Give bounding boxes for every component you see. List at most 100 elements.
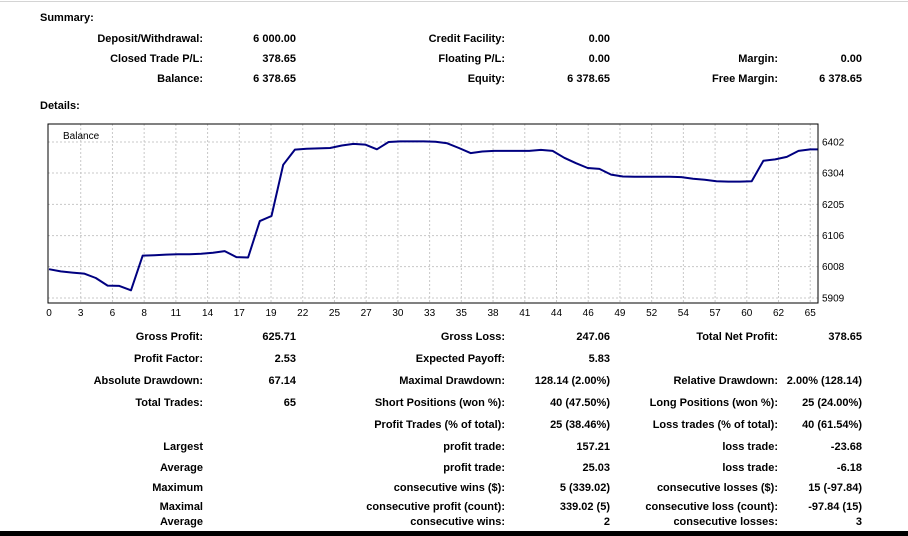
y-axis-label: 6304: [822, 169, 845, 180]
row-value: 6 378.65: [567, 73, 610, 85]
row-label: loss trade:: [722, 462, 778, 474]
x-axis-label: 0: [46, 308, 52, 319]
row-label: Profit Factor:: [133, 353, 203, 365]
row-label: Profit Trades (% of total):: [374, 419, 505, 431]
x-axis-label: 35: [456, 308, 468, 319]
x-axis-label: 54: [678, 308, 690, 319]
row-label: Floating P/L:: [438, 53, 505, 65]
row-label: consecutive wins ($):: [393, 482, 505, 494]
y-axis-label: 6205: [822, 200, 845, 211]
row-label: Loss trades (% of total):: [652, 419, 778, 431]
details-section-heading: Details:: [40, 100, 80, 112]
x-axis-label: 49: [614, 308, 626, 319]
row-label: consecutive profit (count):: [366, 501, 505, 513]
row-value: 25 (38.46%): [550, 419, 610, 431]
x-axis-label: 30: [392, 308, 404, 319]
row-label: profit trade:: [443, 441, 505, 453]
row-value: [203, 440, 296, 455]
y-axis-label: 6008: [822, 262, 845, 273]
row-value: 0.00: [840, 53, 862, 65]
bottom-border: [0, 531, 908, 536]
x-axis-label: 52: [646, 308, 658, 319]
details-row: Average consecutive wins: 2 consecutive los…: [0, 515, 862, 530]
row-label: profit trade:: [443, 462, 505, 474]
details-row: Average profit trade: 25.03 loss trade: -6.1…: [0, 461, 862, 476]
row-label: consecutive loss (count):: [645, 501, 778, 513]
details-row: Total Trades: 65 Short Positions (won %): 4…: [0, 396, 862, 411]
row-value: 5.83: [588, 353, 610, 365]
summary-row: Deposit/Withdrawal: 6 000.00 Credit Facili…: [0, 32, 862, 47]
row-label: Closed Trade P/L:: [110, 53, 203, 65]
balance-chart: 6402 6304 6205 6106 6008 5909 0 3 6 8 11 14 17 19 22 25…: [46, 123, 845, 319]
row-label: Margin:: [738, 53, 778, 65]
row-value: 2.00% (128.14): [786, 375, 862, 387]
row-value: 15 (-97.84): [808, 482, 862, 494]
row-value: [203, 461, 296, 476]
x-axis-label: 65: [805, 308, 817, 319]
x-axis-label: 11: [171, 308, 182, 319]
row-value: 128.14 (2.00%): [534, 375, 610, 387]
row-value: 157.21: [576, 441, 610, 453]
row-value: 3: [855, 516, 862, 528]
row-value: 6 378.65: [819, 73, 862, 85]
row-label: consecutive losses:: [673, 516, 778, 528]
x-axis-label: 46: [583, 308, 595, 319]
top-separator-line: [0, 1, 908, 2]
x-axis-label: 22: [297, 308, 309, 319]
balance-line: [48, 140, 818, 292]
row-value: 339.02 (5): [559, 501, 610, 513]
details-row: Profit Factor: 2.53 Expected Payoff: 5.83: [0, 352, 862, 367]
x-axis-label: 62: [773, 308, 785, 319]
row-label: Short Positions (won %):: [374, 397, 505, 409]
row-value: 40 (47.50%): [550, 397, 610, 409]
row-label: Equity:: [467, 73, 505, 85]
y-axis-label: 5909: [822, 293, 845, 304]
row-value: 6 378.65: [253, 73, 296, 85]
details-row: Maximal consecutive profit (count): 339.02…: [0, 500, 862, 515]
row-label: Long Positions (won %):: [649, 397, 778, 409]
row-label: Absolute Drawdown:: [93, 375, 203, 387]
chart-border: [47, 123, 819, 304]
x-axis-label: 27: [361, 308, 373, 319]
row-value: [203, 481, 296, 496]
x-axis-label: 8: [141, 308, 147, 319]
row-value: 0.00: [588, 53, 610, 65]
row-value: 6 000.00: [253, 33, 296, 45]
row-label: Total Net Profit:: [696, 331, 778, 343]
row-label: consecutive wins:: [410, 516, 505, 528]
row-value: 67.14: [268, 375, 296, 387]
details-row: Profit Trades (% of total): 25 (38.46%) Lo…: [0, 418, 862, 433]
row-value: [203, 418, 296, 433]
chart-legend-balance: Balance: [63, 131, 100, 142]
row-label: Balance:: [157, 73, 203, 85]
row-value: 5 (339.02): [559, 482, 610, 494]
row-label: loss trade:: [722, 441, 778, 453]
row-value: 25 (24.00%): [802, 397, 862, 409]
row-label: Average: [159, 462, 203, 474]
row-label: Deposit/Withdrawal:: [97, 33, 203, 45]
y-axis-label: 6106: [822, 231, 845, 242]
row-value: 2.53: [274, 353, 296, 365]
row-value: 2: [603, 516, 610, 528]
x-axis-label: 17: [234, 308, 246, 319]
details-row: Largest profit trade: 157.21 loss trade: -23…: [0, 440, 862, 455]
row-label: Maximum: [152, 482, 203, 494]
details-row: Gross Profit: 625.71 Gross Loss: 247.06 Tota…: [0, 330, 862, 345]
x-axis-label: 6: [110, 308, 116, 319]
row-value: 40 (61.54%): [802, 419, 862, 431]
row-value: -97.84 (15): [808, 501, 862, 513]
row-value: [203, 500, 296, 515]
row-label: Gross Profit:: [135, 331, 203, 343]
row-value: [203, 515, 296, 530]
row-value: 65: [283, 397, 296, 409]
row-value: 25.03: [582, 462, 610, 474]
row-label: consecutive losses ($):: [656, 482, 778, 494]
x-axis-label: 41: [519, 308, 531, 319]
x-axis-label: 25: [329, 308, 341, 319]
y-axis-label: 6402: [822, 138, 845, 149]
summary-section-heading: Summary:: [40, 12, 94, 24]
details-row: Maximum consecutive wins ($): 5 (339.02) co…: [0, 481, 862, 496]
row-label: Maximal Drawdown:: [399, 375, 505, 387]
x-axis-label: 38: [487, 308, 499, 319]
